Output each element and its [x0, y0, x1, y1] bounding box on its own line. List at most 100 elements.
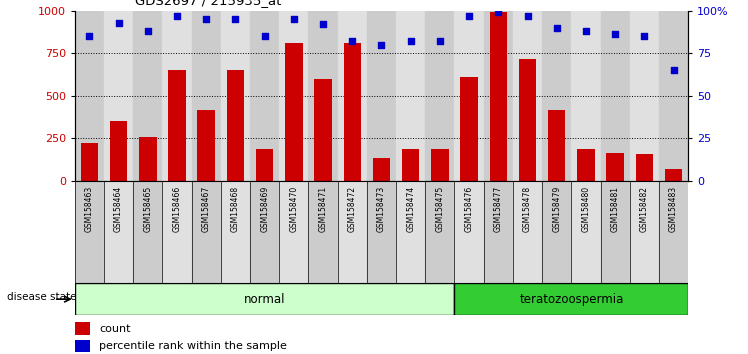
Bar — [75, 11, 104, 181]
Point — [521, 13, 533, 18]
Text: GSM158465: GSM158465 — [144, 185, 153, 232]
Bar — [571, 181, 601, 283]
Point — [142, 28, 154, 34]
Bar — [577, 149, 595, 181]
Bar — [513, 181, 542, 283]
Bar — [542, 11, 571, 181]
Bar — [396, 11, 426, 181]
Point — [230, 16, 242, 22]
Point — [317, 21, 329, 27]
Bar — [279, 181, 308, 283]
Bar — [659, 11, 688, 181]
Text: count: count — [99, 324, 131, 333]
Bar — [426, 11, 455, 181]
Bar — [426, 181, 455, 283]
Bar — [75, 181, 104, 283]
Text: teratozoospermia: teratozoospermia — [519, 293, 624, 306]
Bar — [227, 70, 244, 181]
Bar — [519, 59, 536, 181]
Text: GSM158473: GSM158473 — [377, 185, 386, 232]
Text: GSM158483: GSM158483 — [669, 185, 678, 232]
Bar — [455, 11, 484, 181]
Point — [200, 16, 212, 22]
Point — [405, 38, 417, 44]
Text: GSM158466: GSM158466 — [173, 185, 182, 232]
Text: GSM158470: GSM158470 — [289, 185, 298, 232]
Bar — [630, 11, 659, 181]
Text: GSM158476: GSM158476 — [465, 185, 473, 232]
Bar — [337, 11, 367, 181]
Text: GSM158478: GSM158478 — [523, 185, 532, 232]
Bar — [607, 153, 624, 181]
Bar — [250, 181, 279, 283]
Bar — [455, 283, 688, 315]
Text: GSM158481: GSM158481 — [610, 185, 619, 232]
Point — [667, 67, 679, 73]
Text: GSM158463: GSM158463 — [85, 185, 94, 232]
Bar — [601, 181, 630, 283]
Text: GSM158479: GSM158479 — [552, 185, 561, 232]
Bar — [75, 283, 455, 315]
Text: GSM158467: GSM158467 — [202, 185, 211, 232]
Point — [638, 33, 650, 39]
Bar — [455, 181, 484, 283]
Bar — [221, 11, 250, 181]
Bar — [279, 11, 308, 181]
Bar — [308, 181, 337, 283]
Bar — [314, 79, 332, 181]
Bar — [75, 340, 90, 352]
Text: GSM158482: GSM158482 — [640, 185, 649, 232]
Bar — [373, 159, 390, 181]
Text: GDS2697 / 215935_at: GDS2697 / 215935_at — [135, 0, 281, 7]
Bar — [133, 181, 162, 283]
Bar — [402, 149, 420, 181]
Bar — [484, 11, 513, 181]
Bar — [197, 110, 215, 181]
Bar — [396, 181, 426, 283]
Bar — [513, 11, 542, 181]
Bar — [104, 11, 133, 181]
Bar — [250, 11, 279, 181]
Point — [113, 20, 125, 25]
Bar — [162, 181, 191, 283]
Bar — [168, 70, 186, 181]
Bar — [104, 181, 133, 283]
Point — [609, 32, 621, 37]
Bar — [484, 181, 513, 283]
Point — [375, 42, 387, 47]
Bar — [659, 181, 688, 283]
Text: GSM158469: GSM158469 — [260, 185, 269, 232]
Bar — [630, 181, 659, 283]
Point — [580, 28, 592, 34]
Text: disease state: disease state — [7, 292, 77, 302]
Text: GSM158472: GSM158472 — [348, 185, 357, 232]
Point — [463, 13, 475, 18]
Text: GSM158475: GSM158475 — [435, 185, 444, 232]
Bar — [367, 181, 396, 283]
Bar — [636, 154, 653, 181]
Text: normal: normal — [244, 293, 286, 306]
Bar — [489, 12, 507, 181]
Bar — [162, 11, 191, 181]
Bar — [191, 181, 221, 283]
Bar — [75, 322, 90, 335]
Bar — [337, 181, 367, 283]
Text: GSM158471: GSM158471 — [319, 185, 328, 232]
Text: GSM158464: GSM158464 — [114, 185, 123, 232]
Bar — [548, 110, 565, 181]
Point — [259, 33, 271, 39]
Text: GSM158477: GSM158477 — [494, 185, 503, 232]
Bar — [285, 43, 303, 181]
Bar — [191, 11, 221, 181]
Bar — [343, 43, 361, 181]
Bar — [431, 149, 449, 181]
Point — [551, 25, 562, 30]
Bar — [221, 181, 250, 283]
Text: GSM158480: GSM158480 — [581, 185, 590, 232]
Bar — [256, 149, 274, 181]
Bar — [133, 11, 162, 181]
Bar — [81, 143, 98, 181]
Point — [84, 33, 96, 39]
Bar — [139, 137, 156, 181]
Bar — [110, 121, 127, 181]
